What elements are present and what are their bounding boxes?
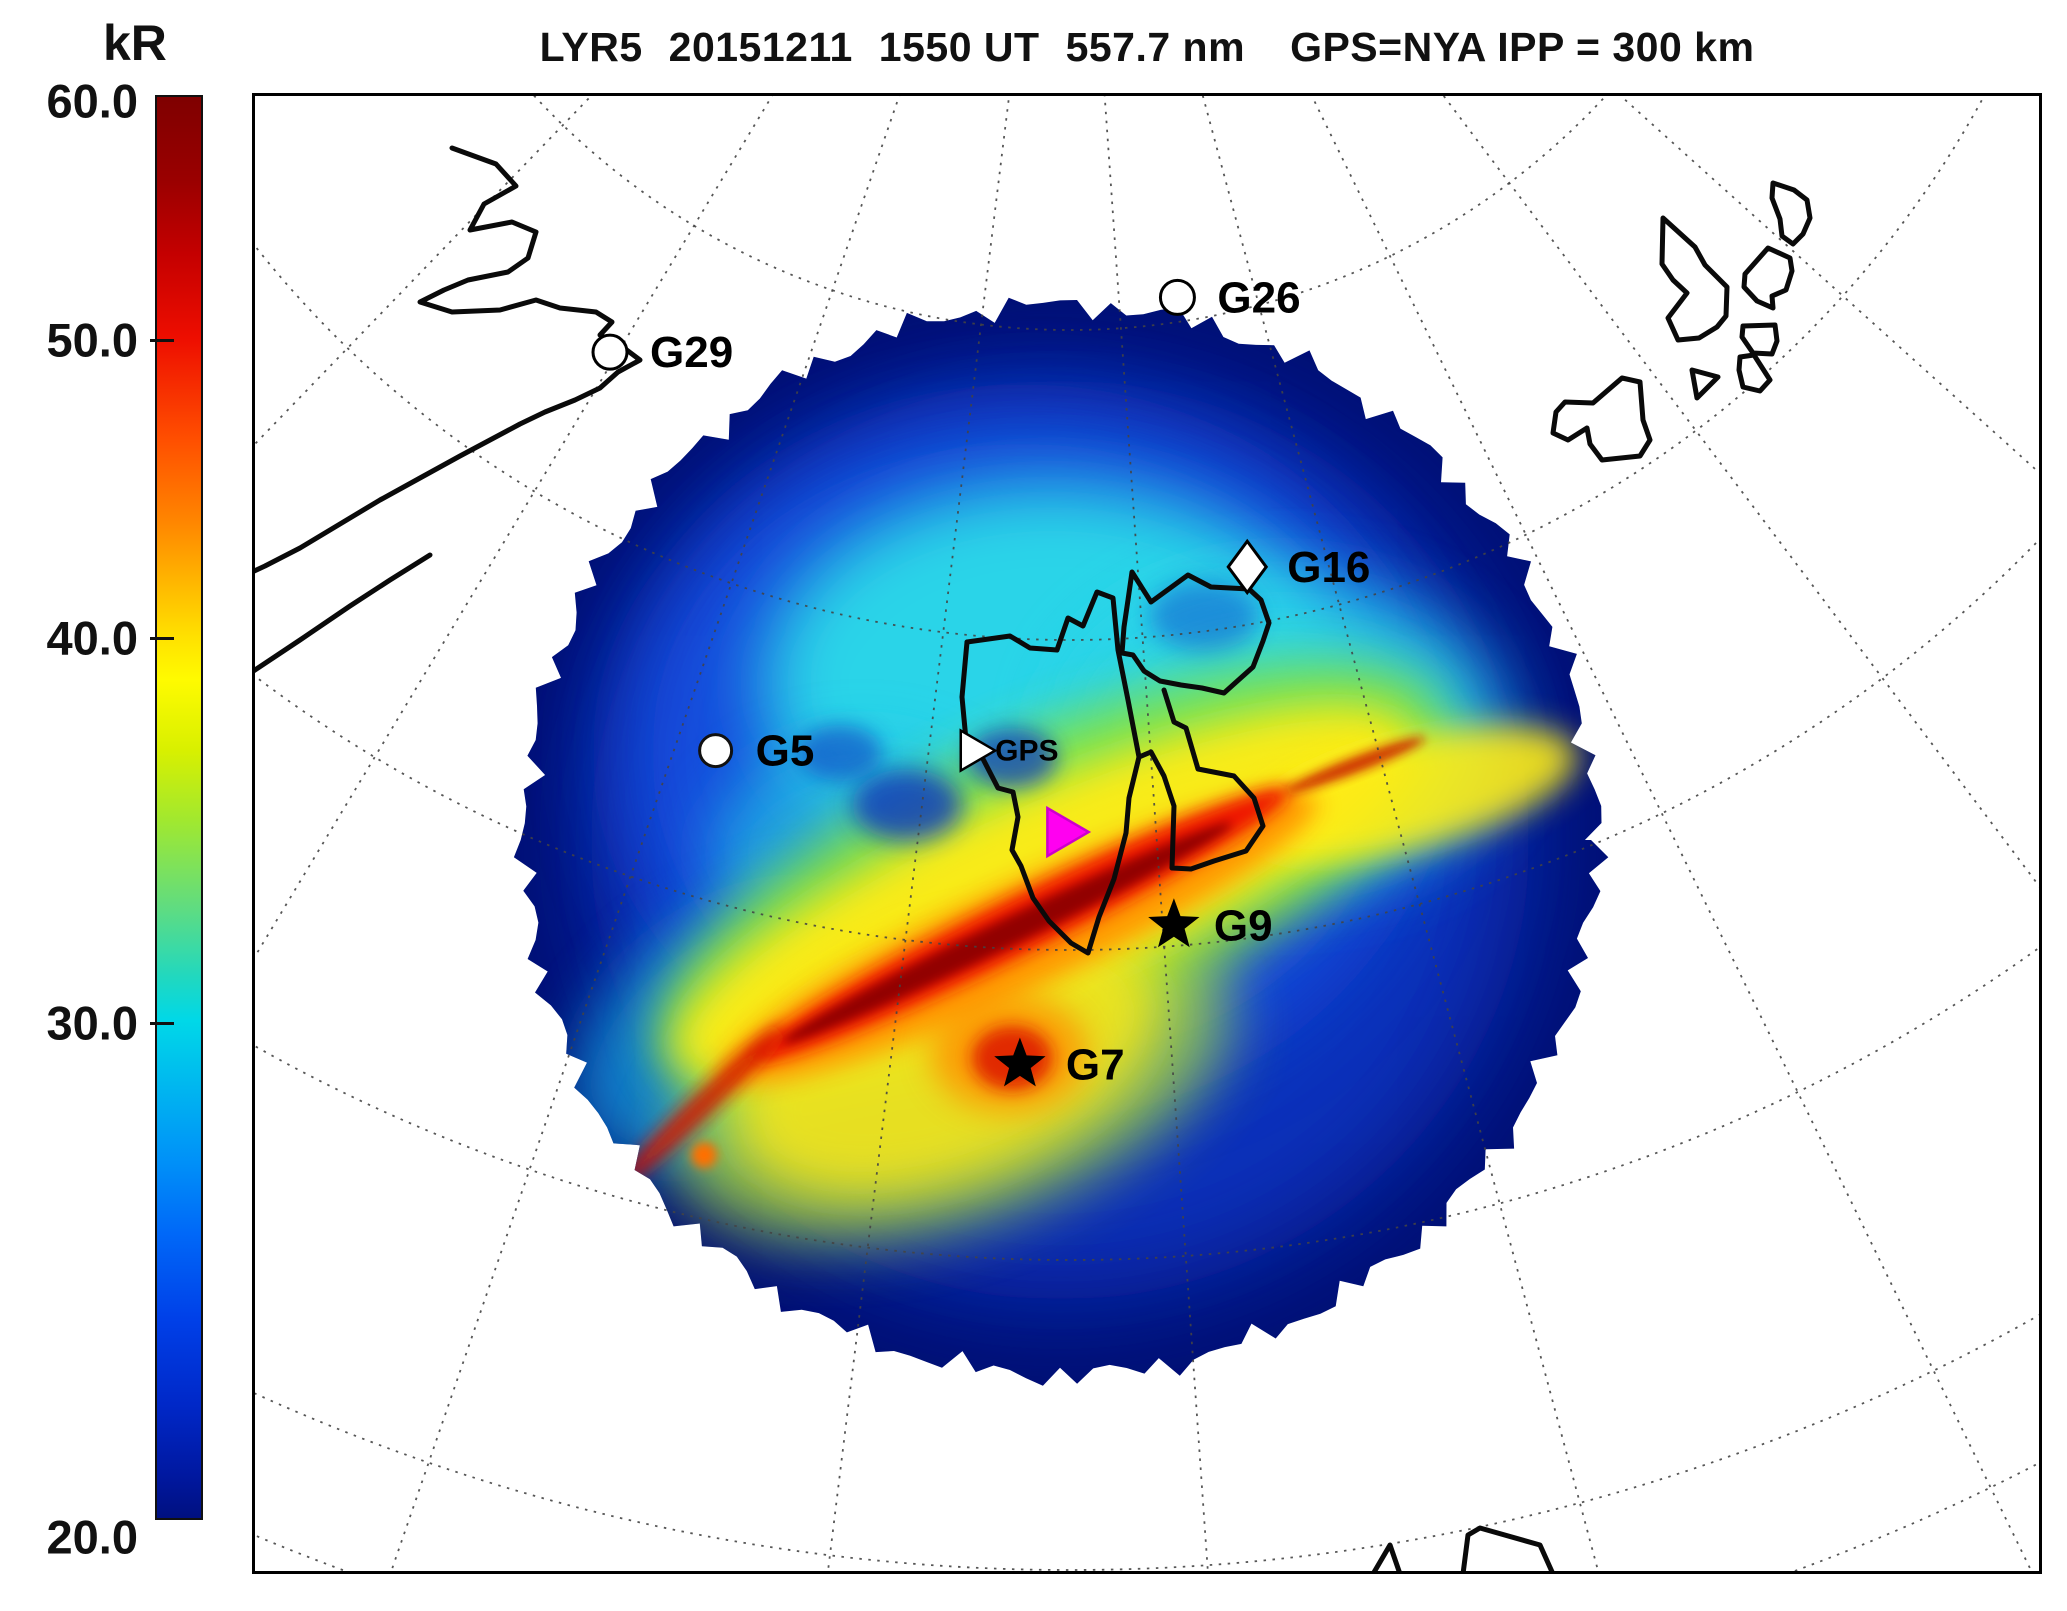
island xyxy=(1550,375,1653,463)
marker-label-g26: G26 xyxy=(1217,273,1300,322)
colorbar-tick-label: 50.0 xyxy=(46,313,138,367)
marker-g29 xyxy=(591,333,629,371)
disk-dark-patch-4 xyxy=(1149,581,1259,651)
title-station: LYR5 xyxy=(539,24,643,70)
allsky-disk xyxy=(513,297,1609,1386)
colorbar-tick-mark xyxy=(150,1021,174,1025)
marker-label-g9: G9 xyxy=(1214,901,1273,950)
island xyxy=(1736,352,1773,394)
coastline-greenland xyxy=(252,145,643,575)
title-gps-info: GPS=NYA IPP = 300 km xyxy=(1290,24,1755,70)
marker-g16 xyxy=(1226,538,1269,596)
marker-label-g5: G5 xyxy=(756,727,815,776)
title-date: 20151211 xyxy=(668,24,853,70)
island xyxy=(1769,180,1813,247)
marker-gps xyxy=(959,728,998,773)
marker-g26 xyxy=(1158,278,1196,316)
island xyxy=(1659,215,1730,343)
coastline-greenland-2 xyxy=(252,552,433,675)
marker-label-g7: G7 xyxy=(1066,1041,1125,1090)
aurora-orange-dot xyxy=(691,1142,717,1168)
colorbar-tick-label: 30.0 xyxy=(46,996,138,1050)
marker-label-g29: G29 xyxy=(650,328,733,377)
aurora-yellow-ne xyxy=(1246,725,1578,861)
plot-title: LYR5 20151211 1550 UT 557.7 nm GPS=NYA IPP =… xyxy=(527,24,1768,71)
disk-dark-patch-1 xyxy=(852,769,962,841)
title-time: 1550 UT xyxy=(878,24,1040,70)
colorbar-tick-label: 60.0 xyxy=(46,74,138,128)
colorbar-tick-mark xyxy=(150,339,174,343)
colorbar-unit-label: kR xyxy=(103,15,167,71)
coastline-bottom-piece-1 xyxy=(1370,1542,1403,1574)
aurora-red-tail-sw xyxy=(616,1026,784,1188)
disk-dark-patch-3 xyxy=(798,725,882,781)
marker-label-g16: G16 xyxy=(1287,543,1370,592)
satellite-markers: G29 G26 G16 G5 GPS G9 G7 xyxy=(591,273,1370,1090)
marker-label-gps: GPS xyxy=(995,735,1058,768)
colorbar-gradient xyxy=(155,95,203,1520)
marker-g5 xyxy=(698,733,734,769)
island xyxy=(1689,367,1721,401)
aurora-darkred-core xyxy=(782,822,1232,1044)
coastline-nordaustlandet xyxy=(1119,569,1272,696)
coastline-bottom-piece-2 xyxy=(1460,1525,1556,1574)
marker-ipp xyxy=(1046,805,1092,859)
colorbar-tick-label: 20.0 xyxy=(46,1510,138,1564)
colorbar-tick-mark xyxy=(150,636,174,640)
islands-franz-josef-land xyxy=(1550,180,1813,463)
colorbar-tick-label: 40.0 xyxy=(46,611,138,665)
coastline-spitsbergen-north-east xyxy=(964,589,1266,872)
title-wavelength: 557.7 nm xyxy=(1065,24,1246,70)
marker-g9 xyxy=(1148,898,1200,948)
aurora-red-streak-ne xyxy=(1284,737,1426,793)
map-plot: G29 G26 G16 G5 GPS G9 G7 xyxy=(252,93,2042,1574)
island xyxy=(1741,245,1795,311)
graticule-parallel xyxy=(530,93,1610,331)
marker-g7 xyxy=(994,1037,1046,1087)
island xyxy=(1739,322,1780,357)
